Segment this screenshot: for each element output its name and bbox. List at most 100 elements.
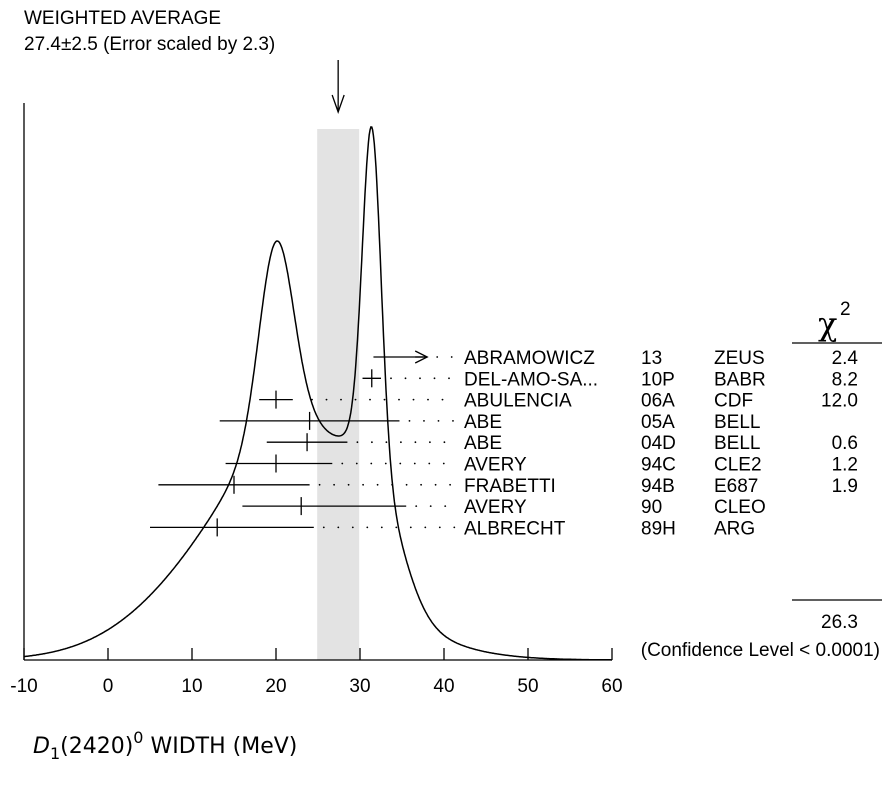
leader-dot [333, 483, 335, 486]
year-7: 90 [641, 497, 662, 518]
experiment-6: E687 [714, 476, 758, 497]
leader-dot [413, 462, 416, 465]
x-axis-label-paren: (2420) [60, 734, 133, 759]
measurement-row-0: ABRAMOWICZ 13 ZEUS 2.4 [373, 348, 858, 369]
chart-subtitle: 27.4±2.5 (Error scaled by 2.3) [24, 34, 275, 55]
leader-dot [409, 526, 412, 529]
x-tick-label-3: 20 [265, 676, 286, 697]
x-tick-label-4: 30 [349, 676, 370, 697]
leader-dot [356, 441, 359, 444]
leader-dot [376, 483, 379, 486]
x-tick-label-1: 0 [103, 676, 114, 697]
x-tick-label-6: 50 [517, 676, 538, 697]
x-axis-ticks: -10 0 10 20 30 40 50 60 [10, 648, 623, 697]
leader-dot [390, 377, 392, 380]
leader-dot [369, 398, 371, 401]
experiment-1: BABR [714, 369, 766, 390]
leader-dot [347, 483, 350, 486]
leader-dot [391, 483, 393, 486]
leader-dot [340, 398, 342, 401]
chi2-total: 26.3 [821, 612, 858, 633]
leader-dot [427, 398, 429, 401]
chi2-1: 8.2 [832, 369, 858, 390]
average-error-band [317, 129, 360, 660]
year-3: 05A [641, 412, 675, 433]
leader-dot [448, 377, 450, 380]
x-axis-label-rest: WIDTH (MeV) [143, 734, 297, 759]
leader-dot [433, 377, 436, 380]
x-tick-label-7: 60 [601, 676, 622, 697]
chart-title: WEIGHTED AVERAGE [24, 8, 221, 29]
leader-dot [450, 356, 453, 358]
author-0: ABRAMOWICZ [464, 348, 595, 369]
experiment-8: ARG [714, 518, 755, 539]
year-2: 06A [641, 391, 675, 412]
measurement-row-2: ABULENCIA 06A CDF 12.0 [259, 390, 858, 412]
author-6: FRABETTI [464, 476, 556, 497]
experiment-7: CLEO [714, 497, 766, 518]
measurement-rows: ABRAMOWICZ 13 ZEUS 2.4 DEL-AMO-SA... 10P BABR 8… [150, 348, 858, 539]
author-2: ABULENCIA [464, 391, 572, 412]
measurement-row-3: ABE 05A BELL [219, 411, 760, 433]
leader-dot [453, 526, 456, 529]
leader-dot [412, 398, 415, 401]
measurement-row-5: AVERY 94C CLE2 1.2 [225, 454, 858, 476]
x-axis-label-main: D [33, 734, 50, 759]
leader-dot [404, 377, 407, 380]
measurement-row-7: AVERY 90 CLEO [242, 497, 766, 518]
measurement-row-6: FRABETTI 94B E687 1.9 [158, 475, 858, 497]
author-1: DEL-AMO-SA... [464, 369, 598, 390]
leader-dot [420, 483, 422, 486]
leader-dot [362, 483, 364, 486]
leader-dot [385, 441, 388, 444]
leader-dot [341, 462, 344, 465]
chi2-6: 1.9 [832, 476, 858, 497]
leader-dot [337, 526, 340, 529]
leader-dot [444, 505, 447, 507]
leader-dot [355, 462, 358, 465]
leader-dot [354, 398, 357, 401]
experiment-4: BELL [714, 433, 760, 454]
leader-dot [371, 441, 373, 444]
leader-dot [452, 420, 454, 422]
ideogram-curve [23, 126, 612, 661]
leader-dot [325, 398, 328, 401]
leader-dot [443, 441, 446, 444]
leader-dot [423, 420, 425, 422]
leader-dot [370, 462, 373, 465]
leader-dot [449, 483, 451, 486]
year-0: 13 [641, 348, 662, 369]
year-8: 89H [641, 518, 676, 539]
year-1: 10P [641, 369, 675, 390]
chi2-symbol: χ [818, 305, 837, 343]
x-axis-label-sub: 1 [50, 744, 60, 763]
measurement-row-8: ALBRECHT 89H ARG [150, 518, 755, 539]
leader-dot [424, 526, 427, 529]
leader-dot [311, 398, 313, 401]
leader-dot [441, 398, 444, 401]
year-6: 94B [641, 476, 675, 497]
measurement-row-1: DEL-AMO-SA... 10P BABR 8.2 [362, 369, 858, 390]
average-arrow-head [331, 94, 345, 114]
author-3: ABE [464, 412, 502, 433]
leader-dot [322, 526, 325, 529]
x-tick-label-5: 40 [433, 676, 454, 697]
chi2-2: 12.0 [821, 391, 858, 412]
x-axis-label-sup: 0 [133, 728, 143, 747]
experiment-3: BELL [714, 412, 760, 433]
leader-dot [383, 398, 386, 401]
leader-dot [438, 526, 441, 529]
leader-dot [399, 462, 402, 465]
leader-dot [419, 377, 421, 380]
leader-dot [429, 441, 431, 444]
leader-dot [366, 526, 369, 529]
chi2-4: 0.6 [832, 433, 858, 454]
experiment-2: CDF [714, 391, 753, 412]
leader-dot [384, 462, 387, 465]
leader-dot [405, 483, 408, 486]
leader-dot [400, 441, 402, 444]
chi2-0: 2.4 [832, 348, 859, 369]
leader-dot [351, 526, 354, 529]
experiment-5: CLE2 [714, 455, 762, 476]
